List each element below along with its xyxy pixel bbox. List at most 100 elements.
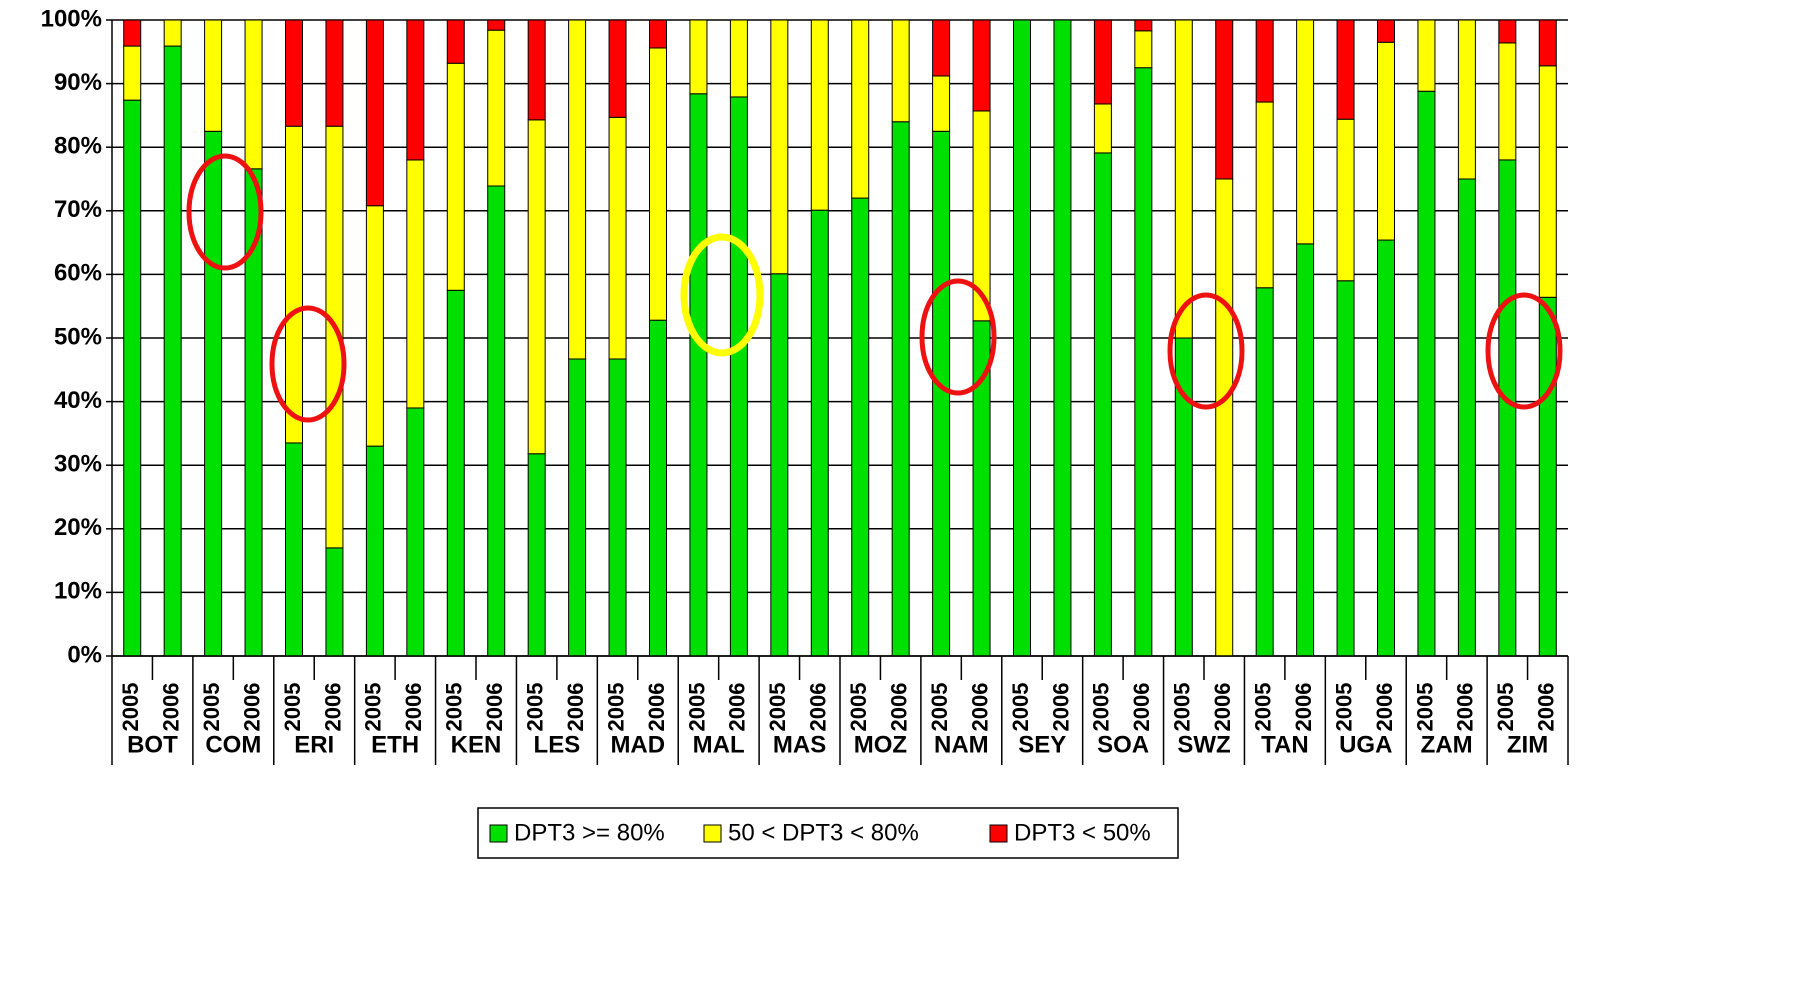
x-tick-label: 2005 xyxy=(1008,683,1033,732)
bar-segment xyxy=(932,130,951,657)
group-label: MAS xyxy=(773,731,826,758)
bar-segment xyxy=(487,19,506,31)
group-label: ETH xyxy=(371,731,419,758)
bar-segment xyxy=(527,119,546,455)
bar-segment xyxy=(608,358,627,657)
bar-segment xyxy=(891,121,910,657)
legend: DPT3 >= 80% 50 < DPT3 < 80% DPT3 < 50% xyxy=(489,819,1151,846)
x-tick-label: 2006 xyxy=(1453,683,1478,732)
bar-segment xyxy=(689,19,708,95)
y-tick-label: 20% xyxy=(54,514,102,541)
bar-segment xyxy=(446,289,465,657)
legend-label: 50 < DPT3 < 80% xyxy=(728,819,919,846)
y-tick-label: 10% xyxy=(54,578,102,605)
group-label: ZIM xyxy=(1507,731,1548,758)
x-tick-label: 2005 xyxy=(118,683,143,732)
bar-segment xyxy=(163,19,182,47)
bar-segment xyxy=(568,358,587,657)
bar-segment xyxy=(1498,159,1517,657)
bar-segment xyxy=(446,62,465,291)
x-tick-label: 2005 xyxy=(1331,683,1356,732)
highlight-ellipse xyxy=(1485,292,1563,410)
bar-segment xyxy=(406,407,425,657)
bar-segment xyxy=(204,19,223,132)
bar-segment xyxy=(1296,19,1315,245)
bar-segment xyxy=(932,75,951,132)
x-tick-label: 2005 xyxy=(927,683,952,732)
bar-segment xyxy=(1296,243,1315,657)
group-label: MOZ xyxy=(854,731,907,758)
group-label: SOA xyxy=(1097,731,1149,758)
bar-segment xyxy=(568,19,587,360)
legend-swatch xyxy=(989,824,1008,843)
bar-segment xyxy=(1377,19,1395,43)
y-tick-label: 60% xyxy=(54,260,102,287)
bar-segment xyxy=(325,547,344,657)
bar-segment xyxy=(244,19,263,170)
x-tick-label: 2006 xyxy=(806,683,831,732)
bar-segment xyxy=(1134,67,1153,657)
bar-segment xyxy=(1538,19,1557,67)
bar-segment xyxy=(365,445,384,657)
x-tick-label: 2005 xyxy=(199,683,224,732)
y-tick-label: 0% xyxy=(67,641,102,668)
bar-segment xyxy=(1336,118,1355,282)
x-tick-label: 2006 xyxy=(1534,683,1559,732)
bar-segment xyxy=(285,125,303,444)
bar-segment xyxy=(1377,239,1395,657)
x-tick-label: 2006 xyxy=(644,683,669,732)
bar-segment xyxy=(123,45,142,101)
y-tick-label: 80% xyxy=(54,133,102,160)
bar-segment xyxy=(1255,101,1274,289)
x-tick-label: 2005 xyxy=(603,683,628,732)
legend-label: DPT3 >= 80% xyxy=(514,819,665,846)
x-tick-label: 2005 xyxy=(1170,683,1195,732)
bar-segment xyxy=(689,93,708,657)
x-tick-label: 2006 xyxy=(1129,683,1154,732)
bar-segment xyxy=(365,205,384,447)
legend-swatch xyxy=(703,824,722,843)
x-tick-label: 2005 xyxy=(442,683,467,732)
group-label: ZAM xyxy=(1421,731,1473,758)
bar-segment xyxy=(1215,19,1234,180)
bar-segment xyxy=(932,19,951,77)
x-tick-label: 2005 xyxy=(1250,683,1275,732)
x-tick-label: 2006 xyxy=(886,683,911,732)
x-tick-label: 2005 xyxy=(522,683,547,732)
y-tick-label: 70% xyxy=(54,196,102,223)
highlight-ellipse xyxy=(919,278,997,396)
plot-area: 0% 10% 20% 30% 40% 50% 60% 70% 80% 90% 100% 2005 200… xyxy=(41,5,1569,765)
bar-segment xyxy=(810,19,829,211)
bar-segment xyxy=(163,45,182,657)
x-tick-label: 2005 xyxy=(361,683,386,732)
group-label: MAD xyxy=(610,731,665,758)
bar-segment xyxy=(729,96,748,657)
y-tick-label: 30% xyxy=(54,451,102,478)
y-tick-label: 40% xyxy=(54,387,102,414)
bar-segment xyxy=(365,19,384,207)
bar-segment xyxy=(325,19,344,127)
bar-segment xyxy=(891,19,910,123)
x-tick-label: 2006 xyxy=(967,683,992,732)
annotations xyxy=(186,153,1563,423)
x-tick-label: 2006 xyxy=(1048,683,1073,732)
bar-segment xyxy=(729,19,748,98)
bar-segment xyxy=(204,130,223,657)
x-tick-label: 2005 xyxy=(1493,683,1518,732)
highlight-ellipse xyxy=(1167,292,1245,410)
x-tick-label: 2006 xyxy=(401,683,426,732)
bar-segment xyxy=(446,19,465,64)
bar-segment xyxy=(123,99,142,657)
bar-segment xyxy=(1053,19,1072,657)
x-tick-label: 2006 xyxy=(1291,683,1316,732)
bar-segment xyxy=(1417,90,1436,657)
x-tick-label: 2005 xyxy=(684,683,709,732)
x-tick-label: 2006 xyxy=(1372,683,1397,732)
bar-segment xyxy=(608,116,627,360)
bar-segment xyxy=(406,159,425,409)
highlight-ellipse xyxy=(680,233,764,357)
bar-segment xyxy=(1093,19,1112,105)
bar-segment xyxy=(1498,19,1517,44)
bar-segment xyxy=(487,185,506,657)
